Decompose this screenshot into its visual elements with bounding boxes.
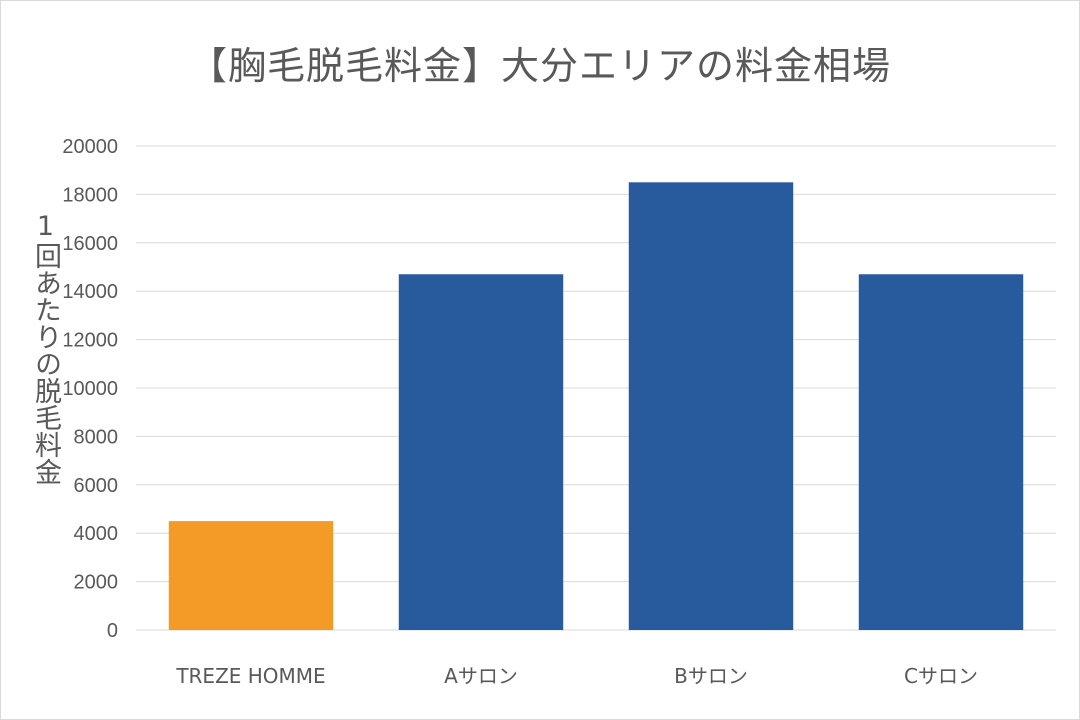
y-tick-label: 4000 [74,523,119,545]
bar [398,274,564,630]
y-tick-labels: 0 2000 4000 6000 8000 10000 12000 14000 16000 180… [62,136,118,642]
y-tick-label: 8000 [74,426,119,448]
bar [858,274,1024,630]
y-tick-label: 0 [107,620,118,642]
category-label: Aサロン [444,664,518,688]
y-tick-label: 16000 [62,233,118,255]
y-tick-label: 2000 [74,572,119,594]
y-tick-label: 10000 [62,378,118,400]
category-label: TREZE HOMME [175,664,325,688]
y-tick-label: 20000 [62,136,118,158]
bars [168,182,1024,631]
bar [168,521,334,630]
y-axis-title: 1回あたりの脱毛料金 [30,211,61,485]
y-tick-label: 6000 [74,475,119,497]
y-tick-label: 12000 [62,330,118,352]
chart-title: 【胸毛脱毛料金】大分エリアの料金相場 [188,44,891,88]
y-tick-label: 18000 [62,184,118,206]
category-labels: TREZE HOMME Aサロン Bサロン Cサロン [175,664,978,688]
y-tick-label: 14000 [62,281,118,303]
category-label: Bサロン [674,664,748,688]
bar [628,182,794,631]
category-label: Cサロン [904,664,978,688]
